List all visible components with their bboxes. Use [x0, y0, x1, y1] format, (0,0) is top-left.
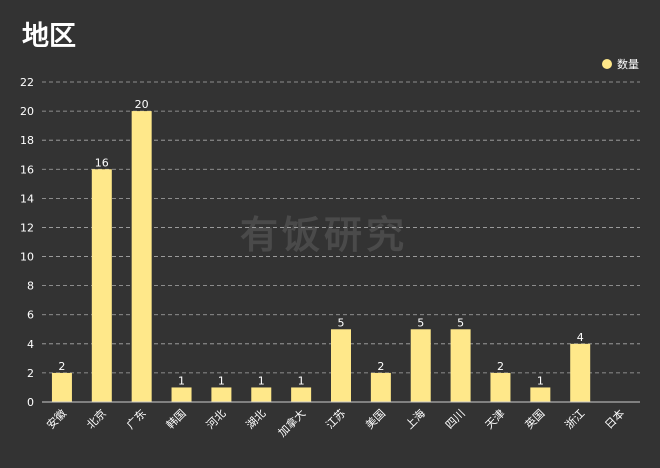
y-tick-label: 4: [27, 338, 34, 351]
watermark-text: 有饭研究: [240, 213, 408, 257]
bar-value-label: 1: [258, 374, 265, 387]
x-tick-label: 日本: [602, 406, 627, 431]
chart-title: 地区: [22, 21, 76, 52]
y-tick-label: 20: [20, 105, 34, 118]
y-tick-label: 12: [20, 221, 34, 234]
bar: [530, 387, 551, 402]
bar: [51, 372, 72, 402]
x-tick-label: 加拿大: [275, 406, 308, 439]
legend: 数量: [602, 58, 639, 71]
bars: [51, 111, 591, 402]
bar: [450, 329, 471, 402]
y-tick-label: 0: [27, 396, 34, 409]
bar: [131, 111, 152, 402]
bar-value-label: 1: [178, 374, 185, 387]
y-axis-ticks: 0 2 4 6 8 10 12 14 16 18 20 22: [20, 76, 34, 409]
legend-marker: [602, 59, 612, 69]
legend-label: 数量: [617, 58, 639, 71]
y-tick-label: 22: [20, 76, 34, 89]
bar: [291, 387, 312, 402]
x-axis-ticks: 安徽 北京 广东 韩国 河北 湖北 加拿大 江苏 美国 上海 四川 天津 英国 浙江 日本: [44, 406, 628, 439]
bar-value-label: 1: [298, 374, 305, 387]
y-tick-label: 8: [27, 280, 34, 293]
x-tick-label: 广东: [124, 407, 149, 432]
x-tick-label: 天津: [483, 407, 508, 432]
x-tick-label: 韩国: [163, 406, 188, 431]
x-tick-label: 浙江: [563, 407, 588, 432]
data-labels: 2 16 20 1 1 1 1 5 2 5 5 2 1 4: [58, 98, 583, 387]
x-tick-label: 四川: [443, 407, 468, 432]
bar-value-label: 5: [417, 316, 424, 329]
bar-value-label: 4: [577, 331, 584, 344]
x-tick-label: 江苏: [323, 407, 348, 432]
y-tick-label: 6: [27, 309, 34, 322]
y-tick-label: 18: [20, 134, 34, 147]
x-tick-label: 安徽: [44, 406, 69, 431]
x-tick-label: 北京: [83, 406, 108, 431]
bar: [331, 329, 351, 402]
bar-value-label: 2: [377, 360, 384, 373]
bar: [211, 387, 232, 402]
bar: [171, 387, 192, 402]
y-tick-label: 2: [27, 367, 34, 380]
bar: [91, 169, 112, 402]
bar: [251, 387, 272, 402]
x-tick-label: 湖北: [244, 407, 269, 432]
bar-value-label: 2: [58, 360, 65, 373]
x-tick-label: 美国: [363, 407, 388, 432]
y-tick-label: 14: [20, 192, 34, 205]
bar-value-label: 1: [537, 374, 544, 387]
bar-value-label: 5: [338, 316, 345, 329]
bar: [370, 372, 391, 402]
bar-value-label: 1: [218, 374, 225, 387]
x-tick-label: 英国: [522, 406, 547, 431]
bar-value-label: 2: [497, 360, 504, 373]
y-tick-label: 16: [20, 163, 34, 176]
bar-value-label: 20: [135, 98, 149, 111]
bar: [570, 343, 591, 402]
bar: [490, 372, 511, 402]
bar: [410, 329, 431, 402]
x-tick-label: 河北: [204, 407, 229, 432]
x-tick-label: 上海: [402, 406, 427, 431]
bar-value-label: 16: [95, 156, 109, 169]
bar-value-label: 5: [457, 316, 464, 329]
y-tick-label: 10: [20, 251, 34, 264]
